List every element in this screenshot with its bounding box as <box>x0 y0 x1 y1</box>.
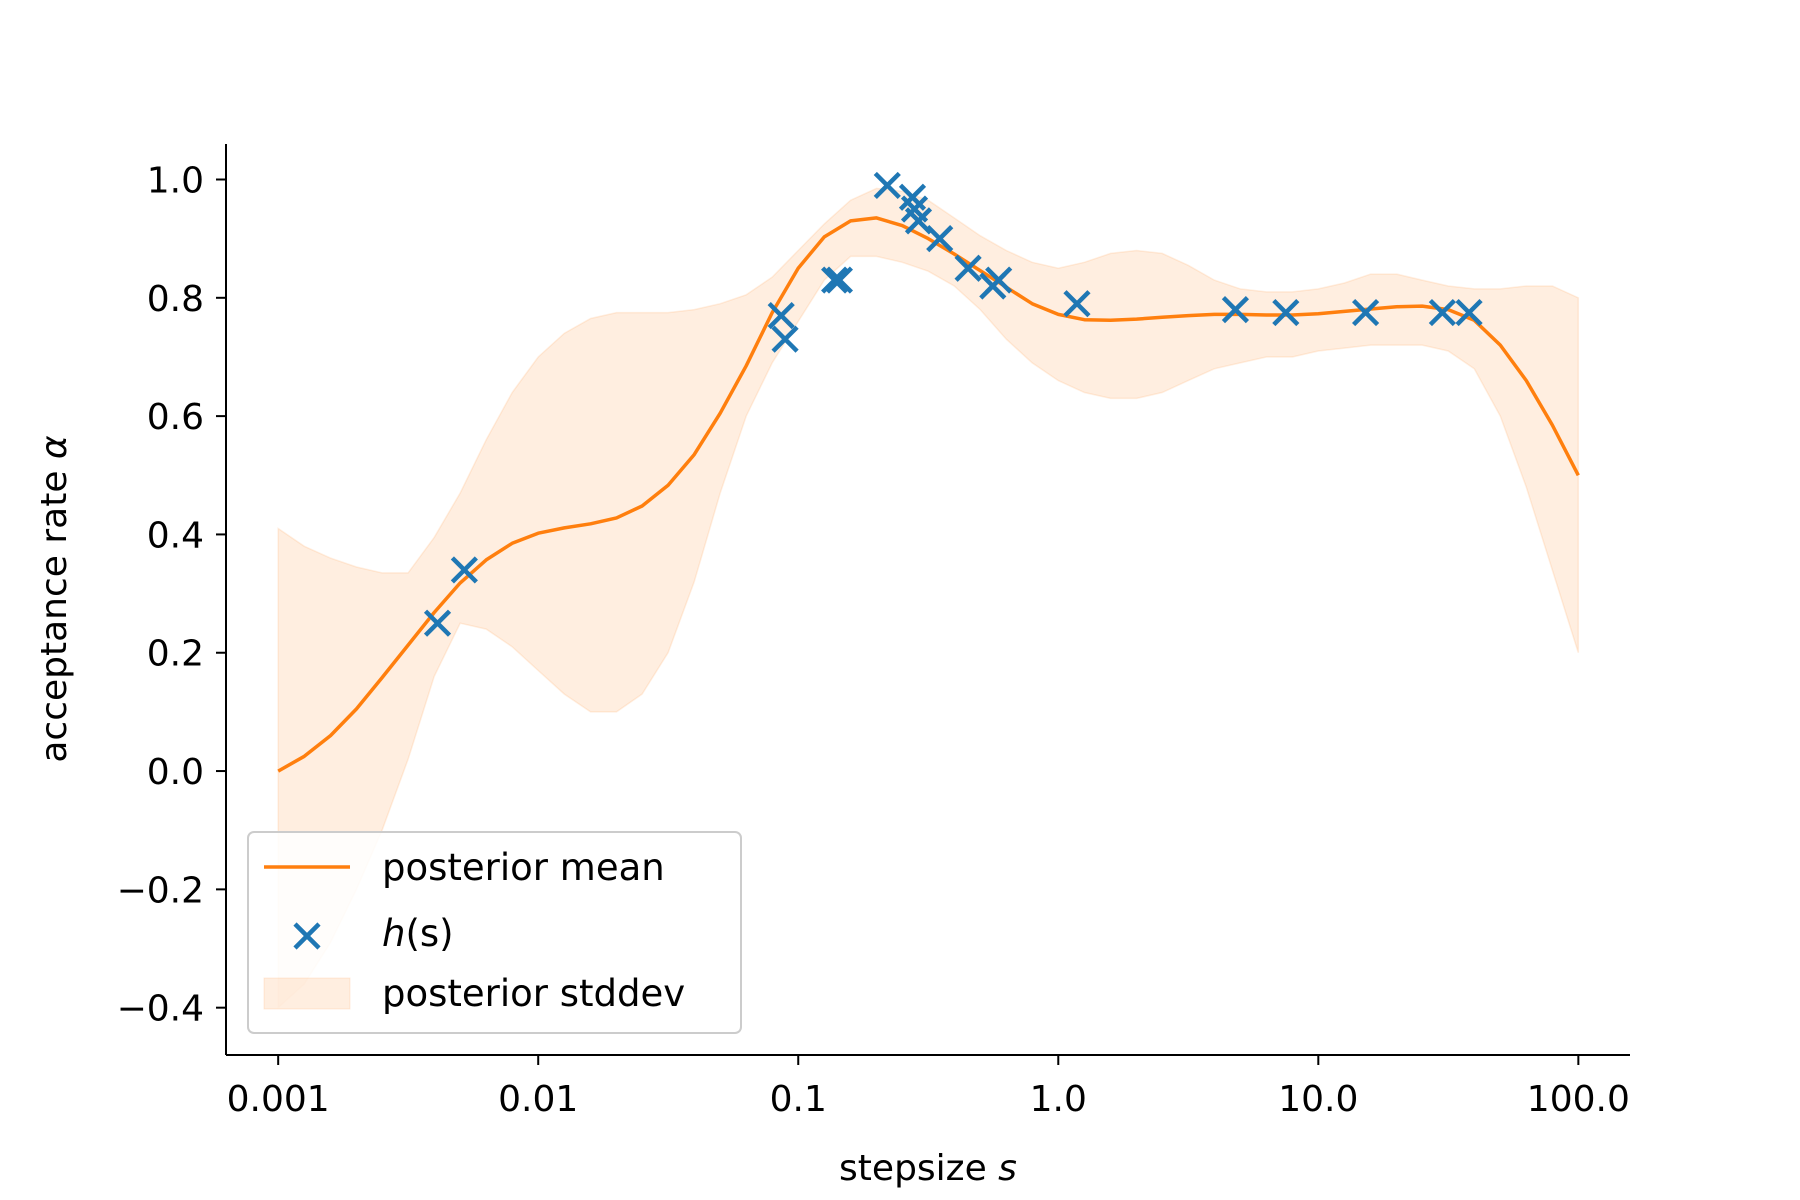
y-tick-label: −0.4 <box>117 989 204 1030</box>
x-axis-label-variable: s <box>998 1148 1017 1189</box>
h-sample-point <box>771 325 799 353</box>
x-tick-label: 0.01 <box>498 1079 578 1120</box>
h-sample-point <box>954 254 982 282</box>
h-sample-point <box>1455 299 1483 327</box>
x-tick-label: 0.1 <box>770 1079 827 1120</box>
legend-mean-label: posterior mean <box>382 846 665 889</box>
h-sample-point <box>821 266 849 294</box>
y-tick-label: 0.4 <box>147 515 204 556</box>
legend-samples-marker <box>293 922 321 950</box>
h-sample-point <box>1272 299 1300 327</box>
x-tick-label: 0.001 <box>227 1079 330 1120</box>
h-sample-point <box>1063 290 1091 318</box>
y-tick-label: 1.0 <box>147 160 204 201</box>
h-sample-point <box>1221 296 1250 324</box>
y-tick-label: −0.2 <box>117 870 204 911</box>
legend-samples-label: h(s) <box>382 912 454 955</box>
h-sample-point <box>873 171 901 200</box>
h-sample-point <box>767 301 795 330</box>
h-sample-point <box>904 207 933 235</box>
y-tick-label: 0.8 <box>147 279 204 320</box>
x-tick-label: 1.0 <box>1030 1079 1087 1120</box>
plot-area <box>277 171 1580 1010</box>
axes: 0.001 0.01 0.1 1.0 10.0 100.0 −0.4 −0.2 0.0 0.2 0… <box>117 144 1630 1120</box>
legend: posterior mean h(s) posterior stddev <box>247 831 742 1034</box>
y-ticks: −0.4 −0.2 0.0 0.2 0.4 0.6 0.8 1.0 <box>117 160 226 1030</box>
y-tick-label: 0.6 <box>147 397 204 438</box>
h-sample-point <box>1352 299 1380 327</box>
y-tick-label: 0.0 <box>147 752 204 793</box>
x-tick-label: 100.0 <box>1527 1079 1630 1120</box>
h-sample-point <box>926 225 954 253</box>
h-sample-point <box>1428 299 1456 327</box>
h-sample-point <box>825 266 854 294</box>
x-axis-label-main: stepsize <box>839 1148 998 1189</box>
h-sample-point <box>423 609 452 637</box>
y-tick-label: 0.2 <box>147 634 204 675</box>
h-sample-point <box>450 556 478 584</box>
y-axis-label-variable: α <box>34 435 75 459</box>
legend-frame <box>247 831 742 1034</box>
x-axis-label: stepsize s <box>839 1148 1017 1189</box>
x-ticks: 0.001 0.01 0.1 1.0 10.0 100.0 <box>227 1055 1630 1120</box>
x-tick-label: 10.0 <box>1278 1079 1358 1120</box>
legend-samples-label-suffix: (s) <box>405 912 453 955</box>
legend-samples-label-main: h <box>382 912 405 955</box>
y-axis-label: acceptance rate α <box>34 435 75 763</box>
legend-stddev-label: posterior stddev <box>382 972 685 1015</box>
y-axis-label-main: acceptance rate <box>34 459 75 763</box>
legend-stddev-swatch <box>263 977 351 1010</box>
h-sample-point <box>985 266 1013 294</box>
posterior-stddev-band <box>277 187 1580 1010</box>
